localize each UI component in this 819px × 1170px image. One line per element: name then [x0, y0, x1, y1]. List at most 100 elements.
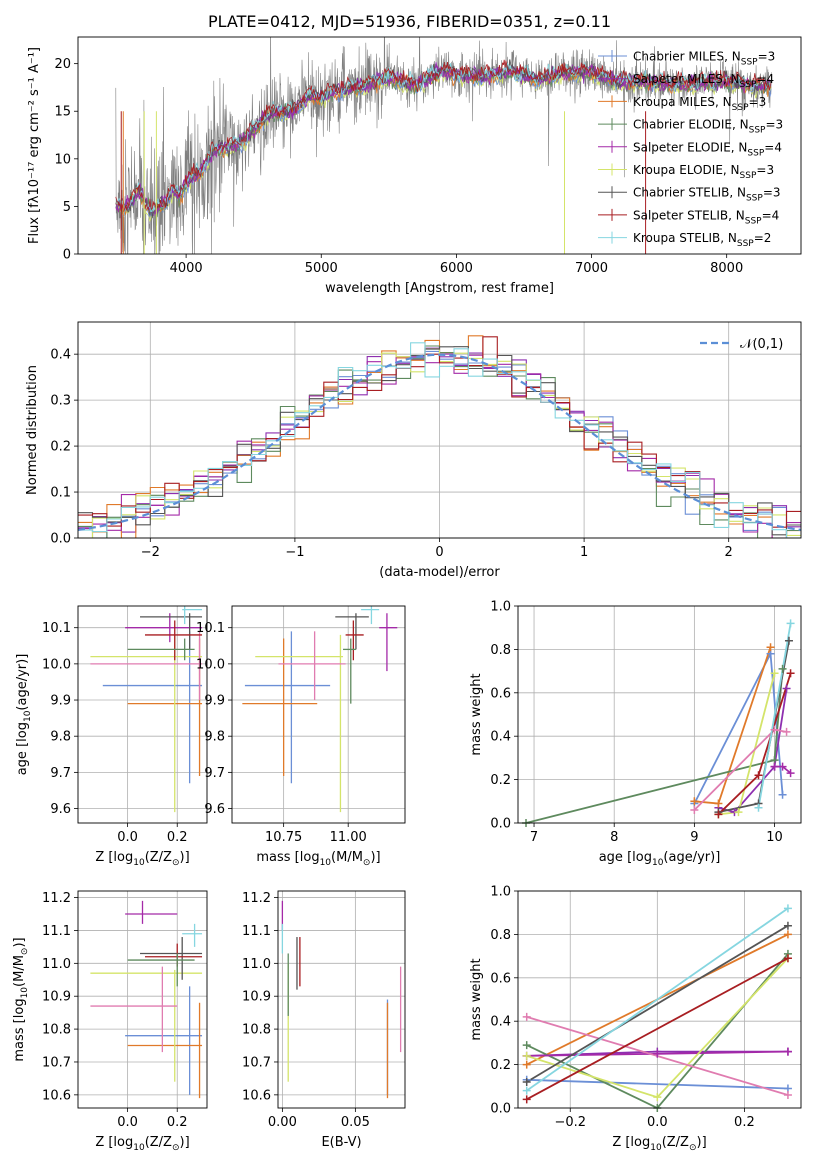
y-axis-label: Normed distribution [25, 365, 40, 495]
legend-label: Chabrier MILES, NSSP​=3 [633, 50, 775, 68]
histogram-chabrier_stelib [78, 346, 801, 536]
y-tick-label: 0.6 [490, 686, 511, 701]
chart-age_vs_mass: 10.75 11.00 9.6 9.7 9.8 9.9 10.0 10.1 mass [log1… [196, 605, 406, 868]
marker-salpeter_stelib [522, 1095, 531, 1104]
x-tick-label: 0.2 [167, 1115, 188, 1130]
plot-area [90, 606, 203, 813]
marker-salpeter_elodie [653, 1049, 662, 1058]
marker-pink_model [783, 1090, 792, 1099]
x-tick-label: 2 [725, 545, 733, 560]
y-tick-label: 0.2 [490, 1058, 511, 1073]
marker-pink_model [770, 725, 779, 734]
plot-area [115, 37, 772, 254]
y-tick-label: 11.1 [42, 924, 71, 939]
marker-kroupa_elodie [653, 1093, 662, 1102]
y-tick-label: 10.6 [42, 1088, 71, 1103]
y-tick-label: 0.3 [50, 394, 71, 409]
line-kroupa_elodie [718, 673, 776, 816]
x-tick-label: 1 [580, 545, 588, 560]
y-tick-label: 10.9 [242, 990, 271, 1005]
y-tick-label: 9.6 [204, 802, 225, 817]
y-tick-label: 10.8 [242, 1023, 271, 1038]
y-tick-label: 10.9 [42, 990, 71, 1005]
marker-kroupa_stelib [522, 1086, 531, 1095]
marker-kroupa_miles [783, 930, 792, 939]
y-tick-label: 9.7 [50, 766, 71, 781]
x-tick-label: 0.0 [647, 1115, 668, 1130]
y-tick-label: 0.0 [490, 1102, 511, 1117]
y-tick-label: 0.6 [490, 971, 511, 986]
x-tick-label: 10.75 [265, 830, 302, 845]
x-tick-label: 0.2 [167, 830, 188, 845]
y-tick-label: 11.0 [42, 957, 71, 972]
x-tick-label: 7000 [575, 261, 608, 276]
marker-chabrier_stelib [522, 1077, 531, 1086]
marker-chabrier_elodie [522, 1041, 531, 1050]
axes-frame [517, 605, 802, 824]
marker-pink_model [782, 727, 791, 736]
x-tick-label: 0.0 [117, 830, 138, 845]
legend-label: Salpeter ELODIE, NSSP​=4 [633, 140, 782, 158]
marker-salpeter_elodie [770, 762, 779, 771]
y-tick-label: 20 [54, 57, 71, 72]
y-tick-label: 0.4 [490, 1015, 511, 1030]
figure-title: PLATE=0412, MJD=51936, FIBERID=0351, z=0… [207, 12, 612, 31]
x-tick-label: 0.2 [734, 1115, 755, 1130]
legend-label: Kroupa STELIB, NSSP​=2 [633, 231, 771, 249]
y-tick-label: 0.8 [490, 928, 511, 943]
histogram-salpeter_stelib [78, 336, 801, 528]
x-tick-label: 8000 [710, 261, 743, 276]
y-tick-label: 11.1 [242, 924, 271, 939]
x-tick-label: 10 [766, 830, 783, 845]
axes-frame [77, 321, 802, 539]
marker-kroupa_elodie [522, 1051, 531, 1060]
plot-area [281, 900, 402, 1099]
y-tick-label: 5 [63, 200, 71, 215]
marker-kroupa_miles [766, 643, 775, 652]
y-tick-label: 10.6 [242, 1088, 271, 1103]
y-tick-label: 0.4 [490, 730, 511, 745]
marker-salpeter_stelib [783, 954, 792, 963]
y-tick-label: 0.1 [50, 486, 71, 501]
marker-salpeter_elodie [786, 769, 795, 778]
marker-kroupa_elodie [770, 669, 779, 678]
x-tick-label: 8 [610, 830, 618, 845]
x-axis-label: Z [log10​(Z/Z⊙​)] [95, 850, 189, 868]
line-kroupa_stelib [757, 623, 792, 808]
marker-kroupa_miles [522, 1060, 531, 1069]
marker-chabrier_stelib [784, 636, 793, 645]
y-tick-label: 10.8 [42, 1023, 71, 1038]
y-tick-label: 0.0 [490, 817, 511, 832]
x-axis-label: age [log10​(age/yr)] [599, 850, 721, 868]
y-axis-label: age [log10​(age/yr)] [15, 654, 33, 776]
line-salpeter_stelib [526, 957, 789, 1101]
x-axis-label: (data-model)/error [379, 565, 500, 580]
y-axis-label: mass weight [469, 958, 484, 1040]
y-tick-label: 9.8 [50, 730, 71, 745]
y-tick-label: 0.8 [490, 643, 511, 658]
y-tick-label: 9.8 [204, 730, 225, 745]
marker-chabrier_elodie [778, 664, 787, 673]
model-fit-salpeter_miles [115, 62, 772, 215]
x-tick-label: −0.2 [554, 1115, 586, 1130]
normal-curve [78, 353, 801, 531]
x-axis-label: Z [log10​(Z/Z⊙​)] [612, 1135, 706, 1153]
y-tick-label: 11.0 [242, 957, 271, 972]
plot-area [78, 335, 801, 538]
y-tick-label: 9.7 [204, 766, 225, 781]
y-tick-label: 0.4 [50, 348, 71, 363]
y-tick-label: 9.9 [204, 694, 225, 709]
y-tick-label: 11.2 [242, 891, 271, 906]
x-tick-label: 4000 [170, 261, 203, 276]
y-tick-label: 1.0 [490, 600, 511, 615]
x-tick-label: 9 [690, 830, 698, 845]
y-tick-label: 9.9 [50, 694, 71, 709]
y-tick-label: 0.0 [50, 532, 71, 547]
chart-age_vs_Z: 0.0 0.2 9.6 9.7 9.8 9.9 10.0 10.1 Z [log10​(Z/Z⊙… [15, 605, 208, 868]
line-chabrier_miles [693, 650, 784, 804]
x-tick-label: 0.0 [117, 1115, 138, 1130]
x-tick-label: 6000 [440, 261, 473, 276]
axes-frame [517, 890, 802, 1109]
line-chabrier_stelib [526, 924, 789, 1083]
